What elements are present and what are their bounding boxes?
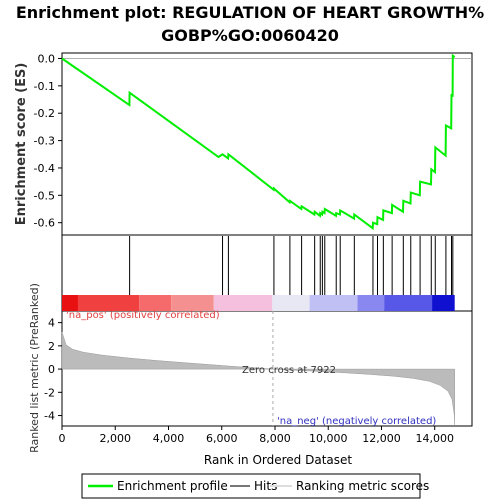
heat-band <box>77 295 140 311</box>
x-tick-label: 8,000 <box>259 432 291 445</box>
x-tick-label: 12,000 <box>362 432 401 445</box>
es-tick-label: -0.5 <box>34 189 55 202</box>
x-tick-label: 14,000 <box>415 432 454 445</box>
legend-box <box>81 473 421 499</box>
zero-cross-label: Zero cross at 7922 <box>242 365 336 376</box>
pos-correlated-note: 'na_pos' (positively correlated) <box>66 310 220 321</box>
legend-metric-label: Ranking metric scores <box>296 479 429 493</box>
rank-tick-label: 4 <box>48 317 55 330</box>
heat-band <box>139 295 172 311</box>
ranking-metric-area <box>61 331 455 425</box>
ranking-metric-group <box>61 311 455 426</box>
x-tick-label: 6,000 <box>206 432 238 445</box>
heat-band <box>272 295 310 311</box>
x-axis-label: Rank in Ordered Dataset <box>204 453 352 467</box>
heat-band <box>213 295 273 311</box>
es-tick-label: -0.2 <box>34 107 55 120</box>
legend-hits-label: Hits <box>254 479 277 493</box>
legend-es-label: Enrichment profile <box>117 479 228 493</box>
neg-correlated-note: 'na_neg' (negatively correlated) <box>277 416 436 427</box>
es-profile-line <box>61 53 456 231</box>
rank-tick-label: -2 <box>44 386 55 399</box>
x-tick-label: 0 <box>59 432 66 445</box>
chart-title-line1: Enrichment plot: REGULATION OF HEART GRO… <box>16 3 484 22</box>
es-y-axis-label: Enrichment score (ES) <box>14 63 29 226</box>
rank-tick-label: 2 <box>48 340 55 353</box>
es-tick-label: -0.1 <box>34 80 55 93</box>
legend: Enrichment profile Hits Ranking metric s… <box>81 473 429 499</box>
rank-heat-bar <box>62 295 455 311</box>
es-tick-label: -0.4 <box>34 162 55 175</box>
heat-band <box>357 295 385 311</box>
heat-band <box>309 295 358 311</box>
rank-y-axis-label: Ranked list metric (PreRanked) <box>28 283 41 453</box>
x-tick-label: 10,000 <box>309 432 348 445</box>
heat-band <box>384 295 433 311</box>
es-y-ticks: 0.0 -0.1 -0.2 -0.3 -0.4 -0.5 -0.6 <box>34 52 62 230</box>
hit-lines-group <box>129 236 454 295</box>
rank-y-ticks: 4 2 0 -2 -4 <box>44 317 62 423</box>
heat-band <box>432 295 455 311</box>
heat-band <box>171 295 214 311</box>
es-tick-label: -0.3 <box>34 135 55 148</box>
chart-title-line2: GOBP%GO:0060420 <box>161 26 339 45</box>
rank-tick-label: -4 <box>44 410 55 423</box>
heat-band <box>62 295 78 311</box>
x-axis-ticks: 0 2,000 4,000 6,000 8,000 10,000 12,000 14,000 <box>59 426 454 445</box>
es-curve-group <box>61 53 456 231</box>
rank-tick-label: 0 <box>48 363 55 376</box>
es-panel-frame <box>61 52 473 236</box>
es-tick-label: 0.0 <box>38 52 56 65</box>
x-tick-label: 4,000 <box>153 432 185 445</box>
es-tick-label: -0.6 <box>34 217 55 230</box>
x-tick-label: 2,000 <box>99 432 131 445</box>
